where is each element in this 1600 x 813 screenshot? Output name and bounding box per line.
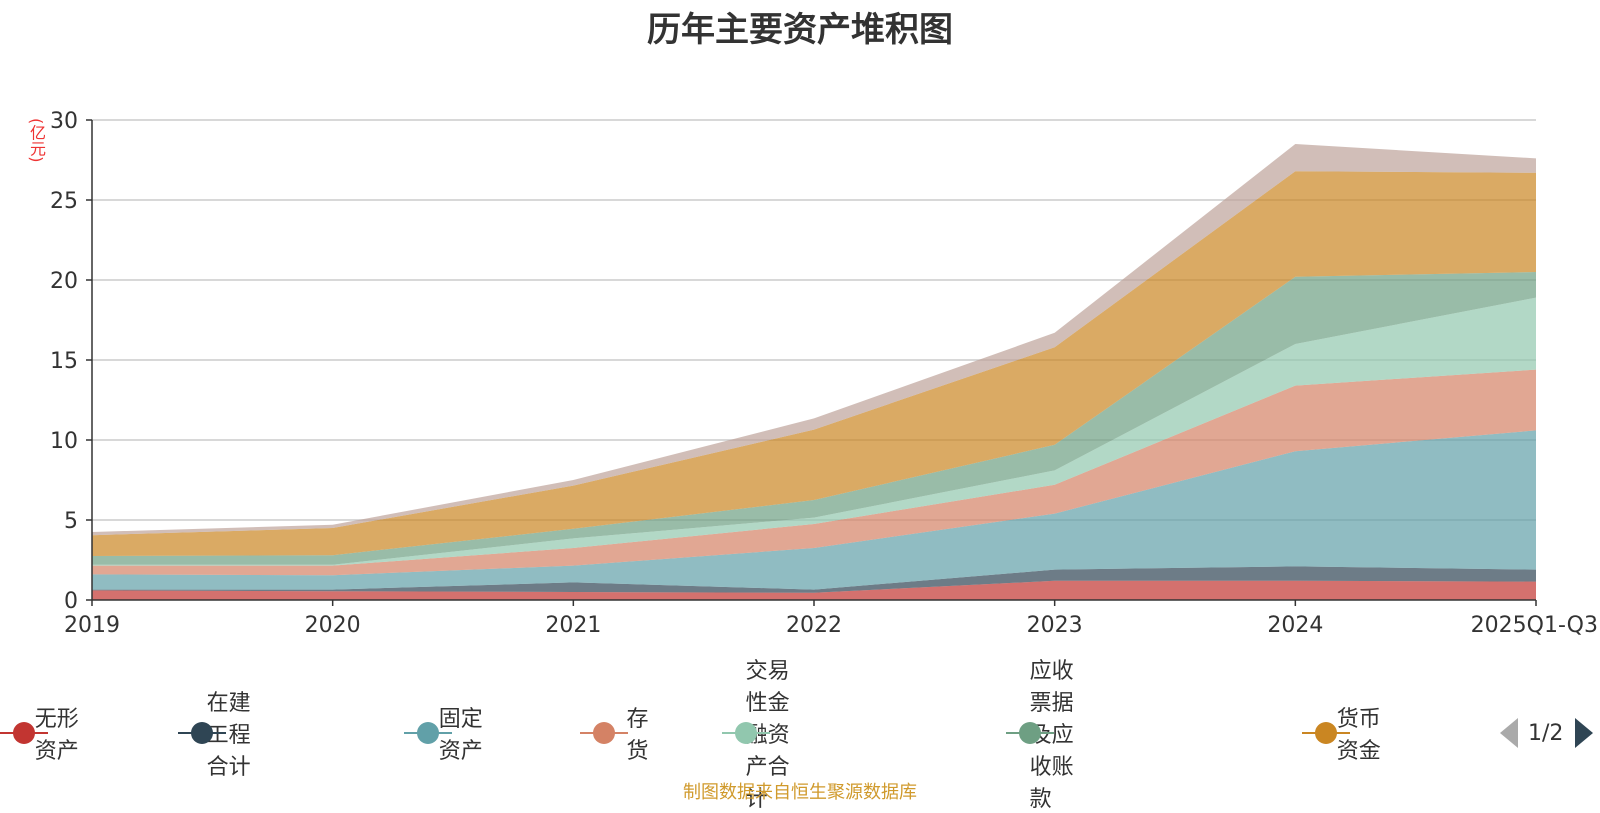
area-series-7 <box>92 144 1536 536</box>
y-tick-label-6: 30 <box>50 109 78 134</box>
y-tick-label-5: 25 <box>50 189 78 214</box>
area-series-2 <box>92 430 1536 590</box>
area-series-6 <box>92 171 1536 556</box>
x-tick-label-2: 2021 <box>545 613 601 638</box>
legend-marker-icon <box>722 718 770 748</box>
legend-item-1[interactable]: 在建工程合计 <box>178 691 258 780</box>
legend-marker-icon <box>404 718 452 748</box>
y-tick-label-2: 10 <box>50 429 78 454</box>
chart-title: 历年主要资产堆积图 <box>647 10 953 50</box>
data-source-note: 制图数据来自恒生聚源数据库 <box>683 782 917 803</box>
legend-item-0[interactable]: 无形资产 <box>0 707 80 764</box>
legend-item-3[interactable]: 存货 <box>580 707 660 764</box>
legend-item-2[interactable]: 固定资产 <box>404 707 484 764</box>
x-tick-label-0: 2019 <box>64 613 120 638</box>
x-tick-label-4: 2023 <box>1027 613 1083 638</box>
area-series-5 <box>92 272 1536 565</box>
x-tick-label-5: 2024 <box>1267 613 1323 638</box>
legend-page-label: 1/2 <box>1528 720 1564 746</box>
y-tick-label-0: 0 <box>64 589 78 614</box>
y-tick-label-1: 5 <box>64 509 78 534</box>
legend-item-5[interactable]: 应收票据及应收账款 <box>1006 659 1086 812</box>
y-tick-label-4: 20 <box>50 269 78 294</box>
area-series-0 <box>92 580 1536 600</box>
legend-pager: 1/2 <box>1500 718 1594 748</box>
legend-item-6[interactable]: 货币资金 <box>1302 707 1382 764</box>
stacked-area-chart: 0 5 10 15 20 25 30 2019 2020 2021 2022 2023 2024 2025… <box>50 109 1598 638</box>
legend-label: 在建工程合计 <box>206 691 251 780</box>
y-tick-label-3: 15 <box>50 349 78 374</box>
x-tick-label-3: 2022 <box>786 613 842 638</box>
legend-prev-icon[interactable] <box>1500 718 1518 748</box>
legend-label: 货币资金 <box>1336 707 1381 764</box>
legend-marker-icon <box>178 718 226 748</box>
legend-label: 固定资产 <box>438 707 483 764</box>
legend-marker-icon <box>0 718 48 748</box>
legend-marker-icon <box>1302 718 1350 748</box>
legend-label: 无形资产 <box>34 707 79 764</box>
legend-label: 存货 <box>626 707 649 764</box>
x-tick-label-1: 2020 <box>305 613 361 638</box>
legend-label: 应收票据及应收账款 <box>1029 659 1074 812</box>
area-series-1 <box>92 566 1536 593</box>
x-tick-label-6: 2025Q1-Q3 <box>1471 613 1598 638</box>
legend-marker-icon <box>580 718 628 748</box>
area-series-3 <box>92 369 1536 576</box>
legend-item-4[interactable]: 交易性金融资产合计 <box>722 659 802 812</box>
legend-next-icon[interactable] <box>1575 718 1594 748</box>
y-axis-unit: (亿元) <box>27 118 46 163</box>
legend-marker-icon <box>1006 718 1054 748</box>
